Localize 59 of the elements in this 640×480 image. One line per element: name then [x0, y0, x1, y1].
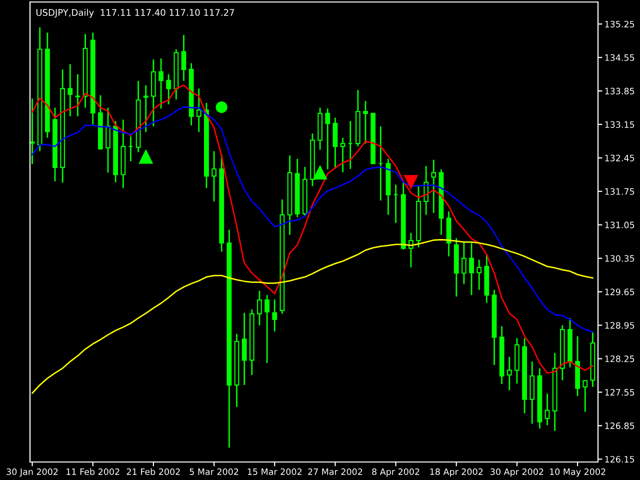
y-tick-label: 127.55: [605, 389, 634, 396]
candlestick: [340, 137, 346, 173]
candlestick: [106, 106, 110, 174]
candlestick: [544, 392, 550, 426]
y-tick-label: 128.95: [605, 322, 634, 329]
candlestick: [476, 259, 482, 291]
point: [216, 101, 228, 114]
x-tick-label: 30 Jan 2002: [6, 468, 58, 477]
y-tick-label: 132.45: [605, 154, 634, 162]
candlestick: [242, 312, 247, 386]
candlestick: [506, 356, 512, 391]
y-tick-label: 131.75: [605, 188, 634, 195]
candlestick: [424, 165, 429, 216]
candlestick: [462, 240, 466, 285]
point: [404, 174, 418, 190]
candlestick: [257, 290, 262, 326]
x-tick-label: 8 Apr 2002: [372, 468, 420, 477]
x-tick-label: 21 Feb 2002: [126, 468, 180, 476]
x-tick-label: 5 Mar 2002: [190, 468, 238, 476]
candlestick: [530, 360, 535, 424]
y-tick-label: 129.65: [605, 288, 634, 296]
candlestick: [30, 98, 35, 165]
x-tick-label: 11 Feb 2002: [66, 468, 120, 476]
candlestick: [166, 74, 172, 106]
x-tick-label: 30 Apr 2002: [490, 468, 544, 477]
y-tick-label: 128.25: [605, 356, 634, 362]
x-tick-label: 27 Mar 2002: [308, 468, 362, 476]
y-tick-label: 134.55: [605, 54, 634, 61]
y-tick-label: 133.15: [605, 121, 634, 128]
candlestick: [582, 380, 588, 412]
candlestick: [68, 63, 73, 117]
line-series: [32, 238, 594, 394]
text: USDJPY,Daily 117.11 117.40 117.10 117.27: [36, 8, 234, 18]
candlestick: [143, 84, 148, 133]
y-tick-label: 135.25: [605, 20, 634, 28]
point: [312, 164, 328, 180]
x-tick-label: 15 Mar 2002: [248, 468, 302, 476]
candlestick: [264, 294, 270, 364]
y-tick-label: 126.85: [605, 422, 634, 430]
y-tick-label: 131.05: [605, 222, 634, 228]
candlestick: [212, 150, 216, 202]
candlestick: [196, 88, 202, 133]
y-tick-label: 126.15: [605, 456, 634, 463]
candlestick: [332, 117, 338, 169]
y-tick-label: 133.85: [605, 88, 634, 94]
x-tick-label: 18 Apr 2002: [430, 468, 483, 477]
candlestick: [325, 108, 330, 170]
candlestick: [75, 74, 80, 117]
line-series: [32, 106, 594, 333]
candlestick: [431, 159, 436, 214]
candlestick: [158, 58, 164, 110]
candlestick: [181, 34, 186, 82]
candlestick: [408, 232, 414, 268]
y-tick-label: 130.35: [605, 255, 634, 262]
candlestick: [363, 100, 368, 144]
candlestick: [469, 242, 474, 296]
candlestick: [272, 298, 278, 332]
x-tick-label: 10 May 2002: [550, 468, 606, 477]
point: [138, 149, 154, 164]
